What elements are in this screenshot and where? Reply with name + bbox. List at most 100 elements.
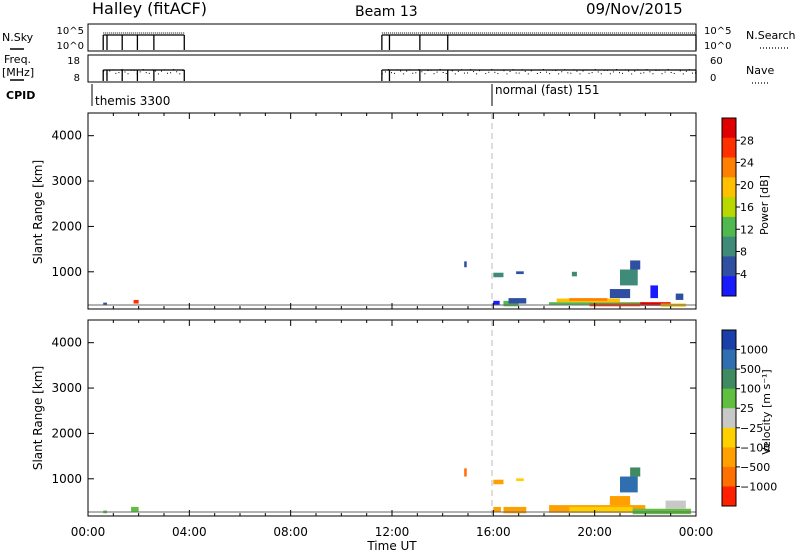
nave-point: [179, 73, 181, 75]
nave-point: [524, 70, 526, 72]
nave-point: [164, 69, 165, 71]
nave-point: [442, 71, 444, 73]
y-tick-label: 4000: [51, 129, 82, 143]
nsky-label: N.Sky: [2, 31, 34, 44]
nave-point: [603, 69, 605, 71]
nave-point: [606, 69, 608, 71]
velocity-panel: 1000 2000 3000 4000 Slant Range [km] 1000 50…: [31, 319, 777, 517]
nave-point: [634, 70, 636, 72]
nave-point: [109, 70, 111, 72]
colorbar-segment: [722, 216, 736, 238]
time-axis-label: Time UT: [366, 539, 417, 553]
velocity-y-label: Slant Range [km]: [31, 366, 45, 470]
colorbar-segment: [722, 157, 736, 178]
nave-point: [430, 69, 432, 71]
nave-point: [591, 72, 593, 74]
time-tick-label: 12:00: [375, 525, 410, 539]
nave-point: [497, 73, 499, 75]
nave-point: [424, 73, 426, 75]
range-cell: [516, 271, 524, 275]
nave-point: [124, 71, 126, 73]
nave-point: [482, 69, 484, 71]
colorbar-segment: [722, 349, 736, 370]
y-tick-label: 1000: [51, 472, 82, 486]
nave-point: [387, 69, 389, 71]
nave-point: [488, 71, 490, 73]
range-cell: [549, 302, 646, 305]
nave-point: [649, 71, 651, 73]
nave-point: [570, 72, 572, 74]
colorbar-segment: [722, 466, 736, 487]
time-tick-label: 00:00: [679, 525, 714, 539]
nave-point: [418, 69, 420, 71]
nave-point: [561, 71, 563, 73]
nave-point: [585, 69, 587, 71]
time-tick-label: 00:00: [71, 525, 106, 539]
range-cell: [569, 298, 608, 301]
nave-point: [145, 72, 147, 74]
y-tick-label: 3000: [51, 381, 82, 395]
nave-point: [118, 72, 120, 74]
range-cell: [571, 271, 577, 277]
nave-point: [515, 72, 517, 74]
nave-point: [436, 71, 438, 73]
nave-point: [500, 69, 502, 71]
nave-point: [518, 72, 520, 74]
range-cell: [493, 300, 500, 306]
colorbar-segment: [722, 236, 736, 257]
colorbar-segment: [722, 118, 736, 139]
power-colorbar: 4 8 12 16 20 24 28: [721, 117, 754, 297]
velocity-y-ticks: 1000 2000 3000 4000: [51, 336, 696, 486]
nave-point: [154, 70, 156, 72]
range-cell: [493, 479, 504, 485]
nave-point: [670, 71, 672, 73]
y-tick-label: 2000: [51, 426, 82, 440]
nave-point: [600, 73, 602, 75]
y-tick-label: 2000: [51, 219, 82, 233]
nave-point: [494, 71, 496, 73]
nave-label: Nave: [746, 64, 774, 77]
nave-point: [509, 71, 511, 73]
nave-point: [582, 70, 584, 72]
nave-point: [652, 73, 654, 75]
nave-point: [536, 72, 538, 74]
nave-point: [473, 71, 475, 73]
nave-point: [579, 73, 581, 75]
colorbar-tick-label: 100: [740, 383, 761, 396]
colorbar-segment: [722, 388, 736, 409]
nave-point: [476, 73, 478, 75]
colorbar-tick-label: 25: [740, 402, 754, 415]
y-tick-label: 1000: [51, 265, 82, 279]
freq-trace: [102, 69, 697, 81]
nave-point: [127, 73, 129, 75]
colorbar-tick-label: 16: [740, 201, 754, 214]
nave-point: [558, 73, 560, 75]
colorbar-segment: [722, 369, 736, 390]
range-cell: [630, 467, 641, 477]
nave-point: [612, 71, 614, 73]
colorbar-tick-label: 20: [740, 179, 754, 192]
nave-point: [384, 71, 386, 73]
nave-point: [148, 72, 150, 74]
nave-point: [664, 71, 666, 73]
nave-point: [646, 69, 648, 71]
colorbar-tick-label: 8: [740, 246, 747, 259]
nave-point: [549, 73, 551, 75]
nave-point: [400, 70, 402, 72]
colorbar-tick-label: 1000: [740, 344, 768, 357]
nave-point: [130, 69, 132, 71]
range-cell: [675, 293, 684, 300]
freq-strip: 18 8 60 0: [67, 54, 723, 84]
nave-point: [655, 69, 657, 71]
nave-point: [115, 72, 117, 74]
range-cell: [131, 506, 139, 512]
range-cell: [665, 500, 686, 509]
colorbar-tick-label: 12: [740, 223, 754, 236]
nave-point: [182, 69, 184, 71]
nave-point: [485, 73, 487, 75]
velocity-colorbar: 1000 500 100 25 −25 −100 −500 −1000: [721, 329, 777, 507]
range-cell: [620, 269, 638, 286]
nave-point: [542, 69, 544, 71]
range-cell: [493, 272, 504, 278]
nave-point: [445, 72, 447, 74]
